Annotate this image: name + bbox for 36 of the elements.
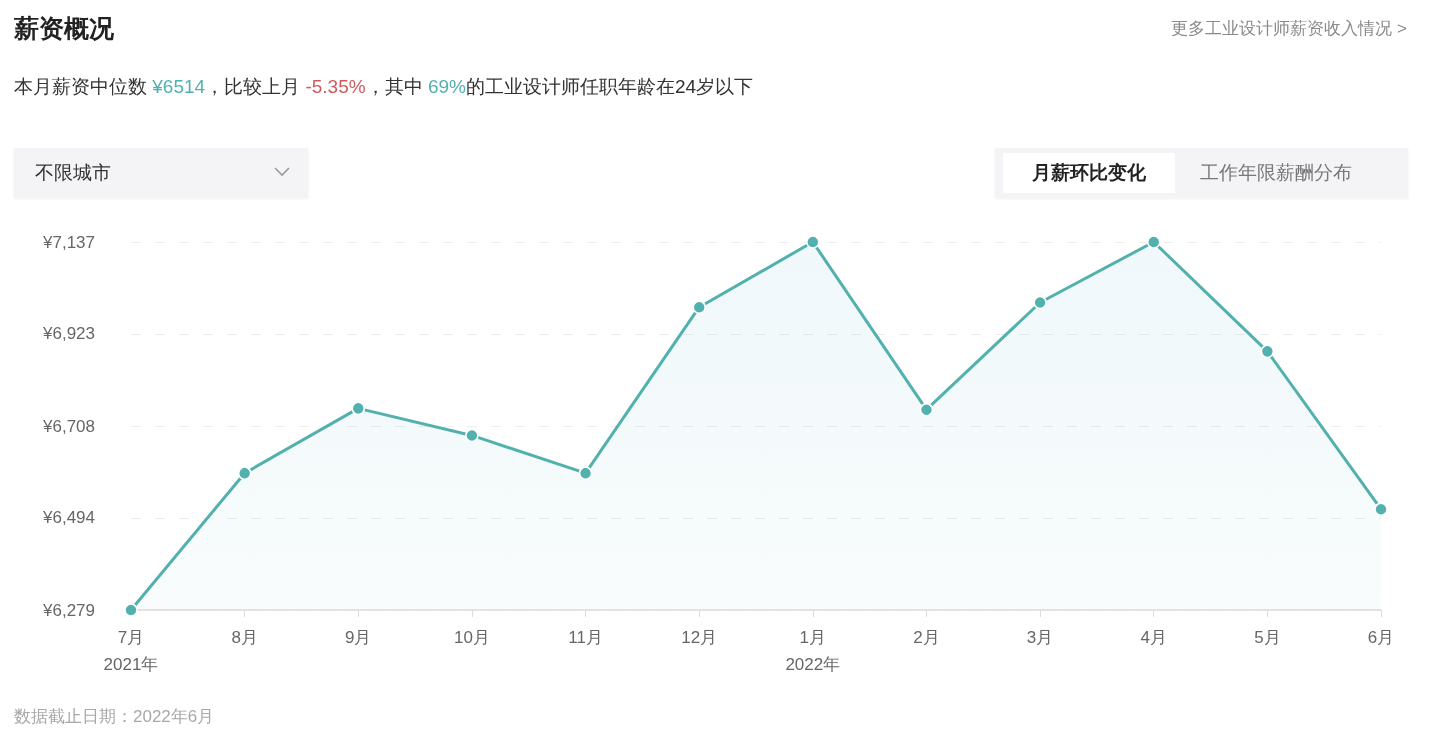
point	[806, 235, 820, 249]
point	[124, 603, 138, 617]
chart-subtitle: 本月薪资中位数 ¥6514，比较上月 -5.35%，其中 69%的工业设计师任职年龄在24岁以下	[14, 75, 754, 99]
x-tick-label: 10月	[453, 628, 490, 647]
x-tick-label: 4月	[1140, 628, 1167, 647]
point	[465, 428, 479, 443]
x-tick-label: 5月	[1254, 628, 1281, 647]
point	[692, 300, 706, 314]
point	[1033, 295, 1047, 310]
point	[578, 466, 593, 480]
y-tick-label: ¥7,137	[42, 232, 95, 252]
y-tick-label: ¥6,494	[42, 508, 95, 528]
x-tick-label: 8月	[231, 628, 258, 647]
y-tick-label: ¥6,279	[42, 600, 95, 620]
y-tick-label: ¥6,923	[42, 324, 95, 344]
x-tick-label: 6月	[1367, 628, 1395, 647]
x-tick-label: 11月	[568, 628, 603, 647]
point	[351, 401, 366, 416]
point	[919, 402, 934, 417]
city-dropdown: 不限城市	[14, 148, 308, 198]
point	[1260, 344, 1275, 359]
x-tick-label: 7月 2021年	[103, 628, 159, 674]
selected-tab: 月薪环比变化	[1003, 153, 1175, 193]
x-tick-label: 2月	[913, 628, 940, 647]
text: 数据截止日期：2022年6月	[14, 706, 215, 728]
x-tick-label: 12月	[681, 628, 718, 647]
point	[1146, 235, 1161, 249]
chart-title: 薪资概况	[14, 13, 114, 44]
x-tick-label: 3月	[1026, 628, 1054, 647]
text: 更多工业设计师薪资收入情况 >	[1171, 18, 1407, 40]
x-tick-label: 1月 2022年	[785, 628, 841, 674]
x-tick-label: 9月	[345, 628, 372, 647]
point	[1374, 502, 1388, 516]
y-tick-label: ¥6,708	[42, 416, 95, 436]
point	[237, 466, 252, 480]
tab-label: 工作年限薪酬分布	[1200, 161, 1352, 185]
